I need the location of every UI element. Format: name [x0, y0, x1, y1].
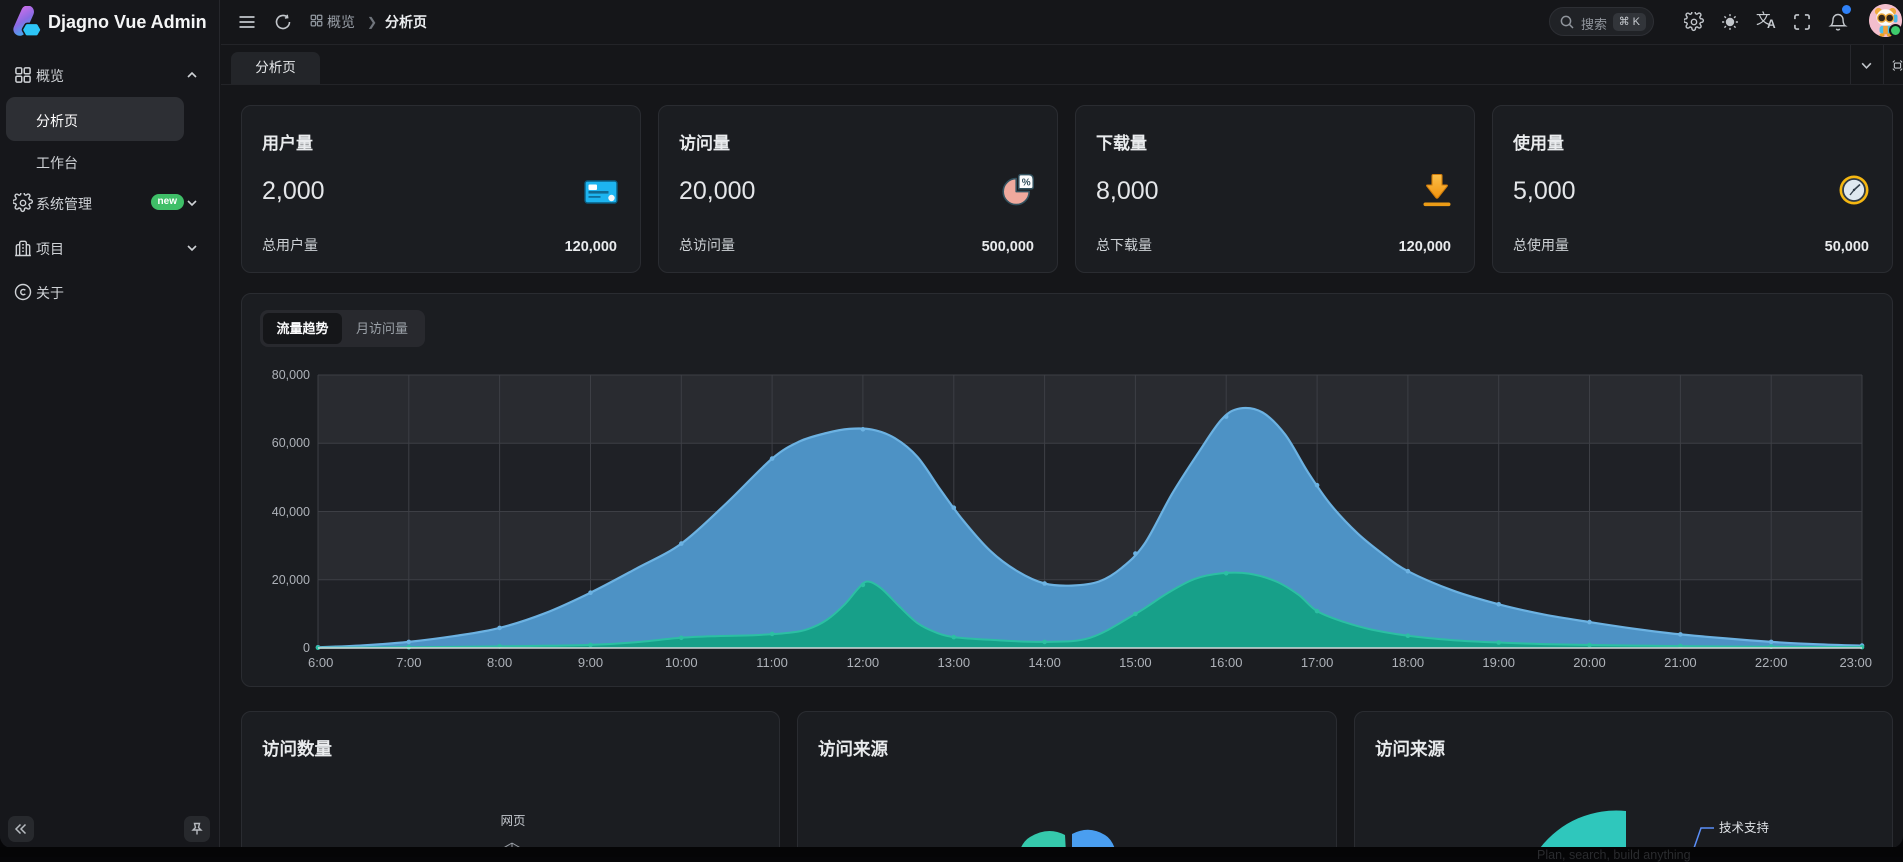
- svg-text:%: %: [1022, 177, 1031, 188]
- svg-text:技术支持: 技术支持: [1719, 820, 1769, 835]
